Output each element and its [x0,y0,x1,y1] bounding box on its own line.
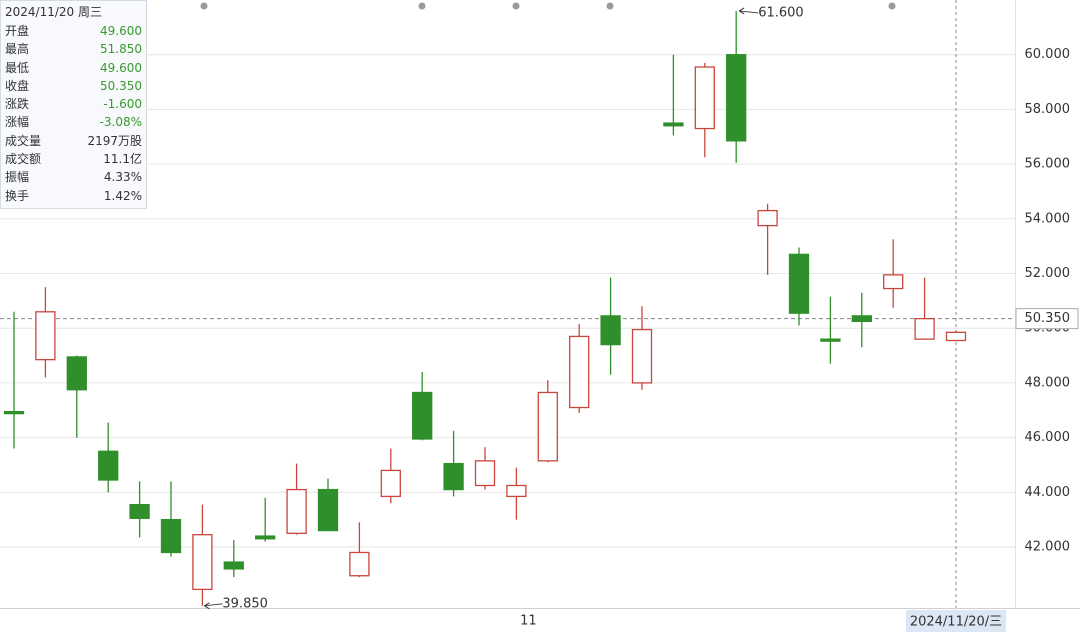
candle-body [726,54,747,142]
info-value: -3.08% [99,115,142,130]
annotation-arrowhead [738,7,745,15]
candle-body [35,311,56,361]
info-row: 涨幅 -3.08% [1,113,146,131]
candle-body [820,338,841,342]
candle-body [631,328,653,384]
y-tick-label: 58.000 [1025,102,1071,117]
candle-body [286,488,307,534]
min-label: 39.850 [222,596,268,611]
info-value: 51.850 [100,42,142,57]
annotation-arrow [739,10,759,14]
info-label: 振幅 [5,170,30,185]
info-value: 11.1亿 [103,152,142,167]
candle-body [412,391,433,440]
info-value: 50.350 [100,78,142,93]
info-label: 最低 [5,60,30,75]
candle-body [98,450,119,481]
marker-dot[interactable] [512,2,520,10]
candle-body [3,410,25,415]
y-tick-label: 56.000 [1025,157,1071,172]
candle-body [600,315,621,346]
info-row: 成交额 11.1亿 [1,150,146,168]
y-tick-label: 46.000 [1025,430,1071,445]
info-row: 最低 49.600 [1,59,146,77]
annotation-arrow [204,603,223,607]
candle-body [883,274,904,290]
y-tick-label: 60.000 [1025,47,1071,62]
y-tick-label: 44.000 [1025,485,1071,500]
annotation-arrowhead [204,602,210,610]
candle-body [474,460,496,487]
info-label: 成交量 [5,133,42,148]
candle-body [851,315,872,323]
crosshair-x-label: 2024/11/20/三 [910,615,1002,630]
info-row: 振幅 4.33% [1,168,146,186]
info-title: 2024/11/20 周三 [5,5,102,19]
crosshair-x-box [906,610,1006,632]
crosshair-y-box [1015,308,1079,330]
info-value: 1.42% [103,188,142,203]
marker-dot[interactable] [888,2,896,10]
info-value: -1.600 [103,97,142,112]
marker-dot[interactable] [418,2,426,10]
info-label: 换手 [5,188,30,203]
info-label: 涨跌 [5,97,30,112]
candle-body [349,551,370,577]
info-value: 49.600 [100,24,142,38]
candle-body [694,66,715,130]
candle-body [223,561,244,570]
max-label: 61.600 [758,5,804,20]
candle-body [506,484,527,498]
y-tick-label: 54.000 [1025,211,1071,226]
info-row: 涨跌 -1.600 [1,95,146,113]
info-row: 最高 51.850 [1,40,146,58]
candle-body [66,356,87,391]
candle-body [914,317,935,340]
info-value: 2197万股 [87,133,142,148]
x-tick-label: 11 [520,614,537,629]
candle-body [757,209,778,227]
candle-body [255,535,276,540]
candle-body [537,391,558,462]
info-label: 涨幅 [5,115,30,130]
candle-body [663,122,684,127]
candle-body [443,462,464,491]
crosshair-y-label: 50.350 [1025,311,1071,326]
info-label: 收盘 [5,78,30,93]
info-label: 成交额 [5,152,42,167]
marker-dot[interactable] [606,2,614,10]
info-row: 成交量 2197万股 [1,132,146,150]
candle-body [317,488,339,532]
candle-body [380,469,401,498]
candle-body [945,331,967,342]
y-tick-label: 52.000 [1025,266,1071,281]
info-value: 4.33% [103,170,142,185]
info-row: 开盘 49.600 [1,22,146,40]
y-tick-label: 48.000 [1025,375,1071,390]
candle-body [569,335,590,409]
candle-body [160,519,182,554]
candle-body [788,253,810,314]
marker-dot[interactable] [200,2,208,10]
info-value: 49.600 [100,60,142,75]
info-row: 收盘 50.350 [1,77,146,95]
info-label: 开盘 [5,24,30,38]
candle-body [129,503,150,519]
candle-body [192,534,213,591]
y-tick-label: 42.000 [1025,540,1071,555]
info-label: 最高 [5,42,30,57]
info-panel: 2024/11/20 周三 开盘 49.600 最高 51.850 最低 49.600 收盘… [0,0,147,209]
info-row: 换手 1.42% [1,187,146,205]
